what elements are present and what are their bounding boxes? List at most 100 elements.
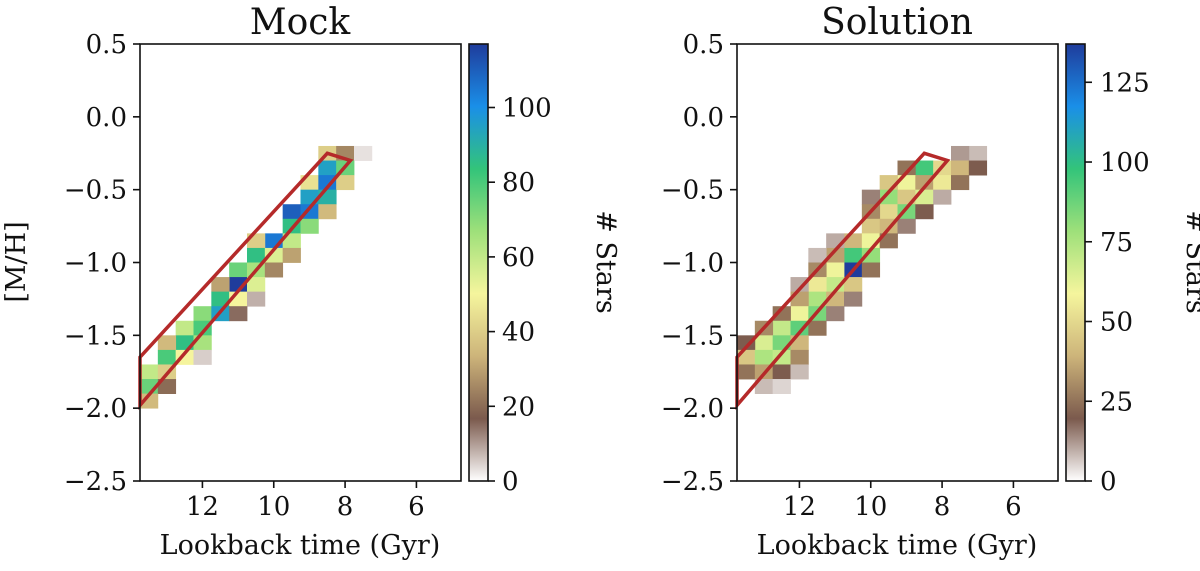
heatmap-cell (193, 349, 212, 365)
heatmap-cell (968, 145, 988, 161)
colorbar-tick-label: 40 (502, 318, 535, 348)
y-tick-label: 0.0 (683, 103, 724, 133)
colorbar-tick-label: 60 (502, 243, 535, 273)
heatmap-cell (282, 247, 301, 263)
heatmap-cell (264, 247, 284, 263)
heatmap-cell (951, 160, 970, 176)
heatmap-cell (897, 160, 916, 176)
solution-title: Solution (821, 2, 973, 43)
heatmap-cell (915, 204, 934, 220)
heatmap-cell (844, 291, 863, 307)
heatmap-cell (229, 306, 248, 322)
solution-colorbar: 0 25 50 75 100 125 (1065, 43, 1150, 497)
heatmap-cell (861, 189, 881, 205)
heatmap-cell (754, 379, 774, 394)
heatmap-cell (318, 204, 337, 220)
colorbar-tick-label: 25 (1100, 387, 1133, 417)
x-tick-label: 6 (408, 492, 425, 522)
heatmap-cell (879, 189, 898, 205)
heatmap-cell (915, 160, 934, 176)
y-tick-label: −1.5 (64, 321, 127, 351)
y-tick-label: 0.0 (86, 103, 127, 133)
heatmap-cell (897, 218, 916, 234)
heatmap-cell (808, 291, 827, 307)
heatmap-cell (933, 189, 952, 205)
heatmap-cell (247, 291, 266, 307)
heatmap-cell (737, 364, 756, 380)
heatmap-cell (247, 247, 266, 263)
heatmap-cell (354, 145, 373, 161)
heatmap-cell (790, 364, 809, 380)
heatmap-cell (140, 364, 159, 380)
colorbar-gradient (1066, 44, 1085, 481)
heatmap-cell (808, 277, 827, 293)
mock-x-axis-label: Lookback time (Gyr) (160, 530, 441, 561)
heatmap-cell (754, 349, 774, 365)
heatmap-cell (844, 247, 863, 263)
solution-colorbar-label: # Stars (1180, 210, 1200, 313)
x-tick-label: 10 (854, 492, 887, 522)
x-tick-label: 10 (257, 492, 290, 522)
colorbar-gradient (469, 44, 488, 481)
heatmap-cell (826, 262, 845, 278)
heatmap-cell (951, 145, 970, 161)
heatmap-cell (790, 349, 809, 365)
heatmap-cell (318, 175, 337, 191)
colorbar-tick-label: 0 (1100, 467, 1117, 497)
heatmap-cell (879, 233, 898, 249)
mock-panel: Mock 0.5 0.0 −0.5 −1.0 −1.5 −2.0 −2.5 12 10 8 6 L… (1, 2, 621, 561)
heatmap-cell (282, 233, 301, 249)
heatmap-cell (282, 204, 301, 220)
heatmap-cell (772, 379, 791, 394)
heatmap-cell (772, 320, 791, 336)
heatmap-cell (844, 277, 863, 293)
heatmap-cell (808, 247, 827, 263)
colorbar-tick-label: 80 (502, 168, 535, 198)
colorbar-tick-label: 125 (1100, 68, 1150, 98)
heatmap-cell (175, 320, 194, 336)
y-tick-label: −0.5 (64, 176, 127, 206)
heatmap-cell (737, 335, 756, 351)
colorbar-tick-label: 75 (1100, 228, 1133, 258)
heatmap-cell (754, 335, 774, 351)
solution-panel: Solution 0.5 0.0 −0.5 −1.0 −1.5 −2.0 −2.5 12 10… (661, 2, 1200, 561)
mock-heatmap-cells (140, 145, 373, 409)
heatmap-cell (826, 247, 845, 263)
mock-title: Mock (250, 2, 352, 43)
heatmap-cell (336, 175, 355, 191)
heatmap-cell (247, 277, 266, 293)
colorbar-tick-label: 20 (502, 392, 535, 422)
x-tick-label: 8 (934, 492, 951, 522)
heatmap-cell (968, 160, 988, 176)
heatmap-cell (933, 175, 952, 191)
heatmap-cell (915, 175, 934, 191)
heatmap-cell (879, 204, 898, 220)
heatmap-cell (808, 320, 827, 336)
heatmap-cell (193, 306, 212, 322)
x-tick-label: 8 (337, 492, 354, 522)
heatmap-cell (772, 364, 791, 380)
y-tick-label: −2.0 (661, 394, 724, 424)
heatmap-cell (157, 349, 177, 365)
mock-y-ticks: 0.5 0.0 −0.5 −1.0 −1.5 −2.0 −2.5 (64, 30, 140, 497)
heatmap-cell (229, 262, 248, 278)
y-tick-label: −2.5 (64, 467, 127, 497)
mock-colorbar-label: # Stars (590, 210, 621, 313)
solution-plot-frame (736, 43, 1059, 482)
heatmap-cell (300, 218, 319, 234)
y-tick-label: 0.5 (683, 30, 724, 60)
solution-x-axis-label: Lookback time (Gyr) (757, 530, 1038, 561)
colorbar-tick-label: 100 (502, 93, 552, 123)
colorbar-frame (1065, 43, 1086, 482)
solution-x-ticks: 12 10 8 6 (783, 481, 1022, 522)
solution-y-ticks: 0.5 0.0 −0.5 −1.0 −1.5 −2.0 −2.5 (661, 30, 737, 497)
x-tick-label: 12 (186, 492, 219, 522)
colorbar-tick-label: 50 (1100, 308, 1133, 338)
solution-heatmap-cells (737, 145, 988, 394)
heatmap-cell (826, 306, 845, 322)
colorbar-tick-label: 0 (502, 467, 519, 497)
heatmap-cell (157, 335, 177, 351)
heatmap-cell (772, 306, 791, 322)
heatmap-cell (790, 306, 809, 322)
